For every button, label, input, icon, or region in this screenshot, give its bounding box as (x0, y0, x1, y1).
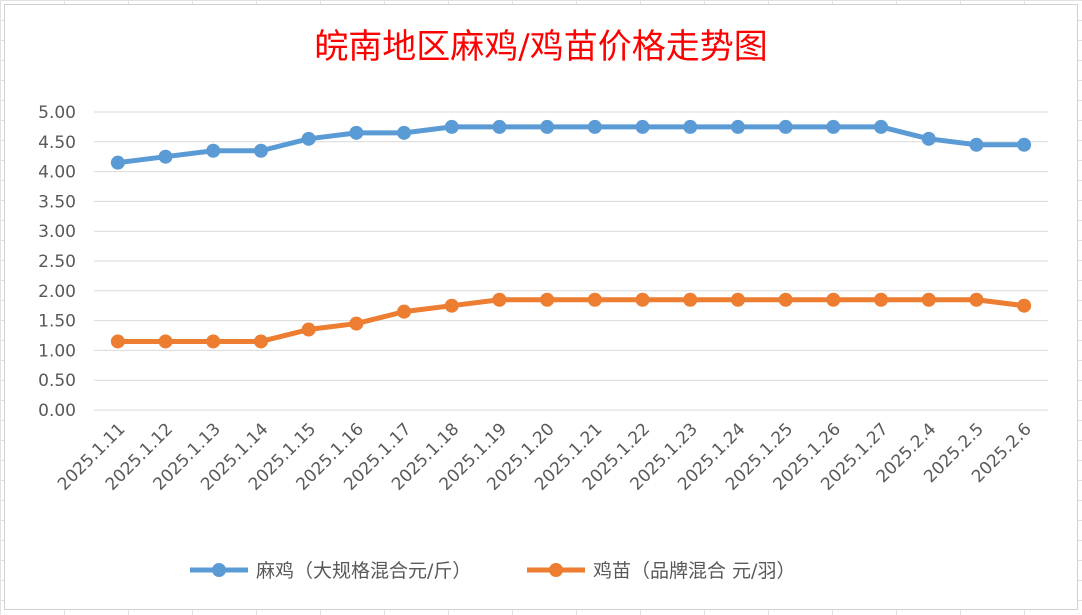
data-point (1017, 137, 1032, 152)
data-point (826, 119, 841, 134)
data-point (158, 149, 173, 164)
gridlines (94, 111, 1048, 411)
data-point (540, 119, 555, 134)
data-point (778, 119, 793, 134)
data-point (110, 334, 125, 349)
data-point (253, 143, 268, 158)
data-point (683, 119, 698, 134)
data-point (397, 304, 412, 319)
legend-swatch-marker (549, 563, 563, 577)
y-tick-label: 2.50 (38, 252, 76, 272)
legend: 麻鸡（大规格混合元/斤） 鸡苗（品牌混合 元/羽） (190, 560, 795, 582)
data-point (921, 292, 936, 307)
y-tick-label: 0.50 (38, 371, 76, 391)
data-point (110, 155, 125, 170)
chart-frame[interactable] (4, 4, 1078, 610)
data-point (969, 292, 984, 307)
series-1 (110, 119, 1032, 170)
data-point (587, 292, 602, 307)
data-point (969, 137, 984, 152)
legend-item-2: 鸡苗（品牌混合 元/羽） (527, 560, 795, 582)
y-tick-label: 2.00 (38, 282, 76, 302)
y-tick-label: 1.50 (38, 312, 76, 332)
legend-label: 麻鸡（大规格混合元/斤） (256, 560, 471, 582)
y-axis-tick-labels: 0.00 0.50 1.00 1.50 2.00 2.50 3.00 3.50 4.00 4.50… (38, 103, 76, 421)
data-point (253, 334, 268, 349)
data-point (635, 119, 650, 134)
legend-item-1: 麻鸡（大规格混合元/斤） (190, 560, 471, 582)
y-tick-label: 3.50 (38, 192, 76, 212)
y-tick-label: 4.00 (38, 163, 76, 183)
data-point (206, 143, 221, 158)
data-point (874, 292, 889, 307)
data-point (301, 131, 316, 146)
data-point (349, 316, 364, 331)
legend-label: 鸡苗（品牌混合 元/羽） (593, 560, 795, 582)
legend-swatch-marker (212, 563, 226, 577)
data-point (158, 334, 173, 349)
y-tick-label: 5.00 (38, 103, 76, 123)
series-line (115, 297, 1027, 344)
y-tick-label: 1.00 (38, 341, 76, 361)
y-tick-label: 0.00 (38, 401, 76, 421)
data-point (492, 119, 507, 134)
data-point (349, 125, 364, 140)
data-point (730, 292, 745, 307)
data-point (492, 292, 507, 307)
data-point (730, 119, 745, 134)
data-point (206, 334, 221, 349)
y-tick-label: 3.00 (38, 222, 76, 242)
data-point (444, 298, 459, 313)
data-point (778, 292, 793, 307)
data-point (587, 119, 602, 134)
series-2 (110, 292, 1032, 349)
y-tick-label: 4.50 (38, 133, 76, 153)
data-point (540, 292, 555, 307)
data-point (397, 125, 412, 140)
data-point (921, 131, 936, 146)
data-point (683, 292, 698, 307)
series-lines (110, 119, 1032, 349)
data-point (1017, 298, 1032, 313)
data-point (874, 119, 889, 134)
data-point (635, 292, 650, 307)
x-axis-tick-labels: 2025.1.112025.1.122025.1.132025.1.142025… (54, 419, 1036, 494)
data-point (444, 119, 459, 134)
chart-title: 皖南地区麻鸡/鸡苗价格走势图 (314, 27, 767, 67)
data-point (301, 322, 316, 337)
data-point (826, 292, 841, 307)
series-line (115, 124, 1027, 166)
